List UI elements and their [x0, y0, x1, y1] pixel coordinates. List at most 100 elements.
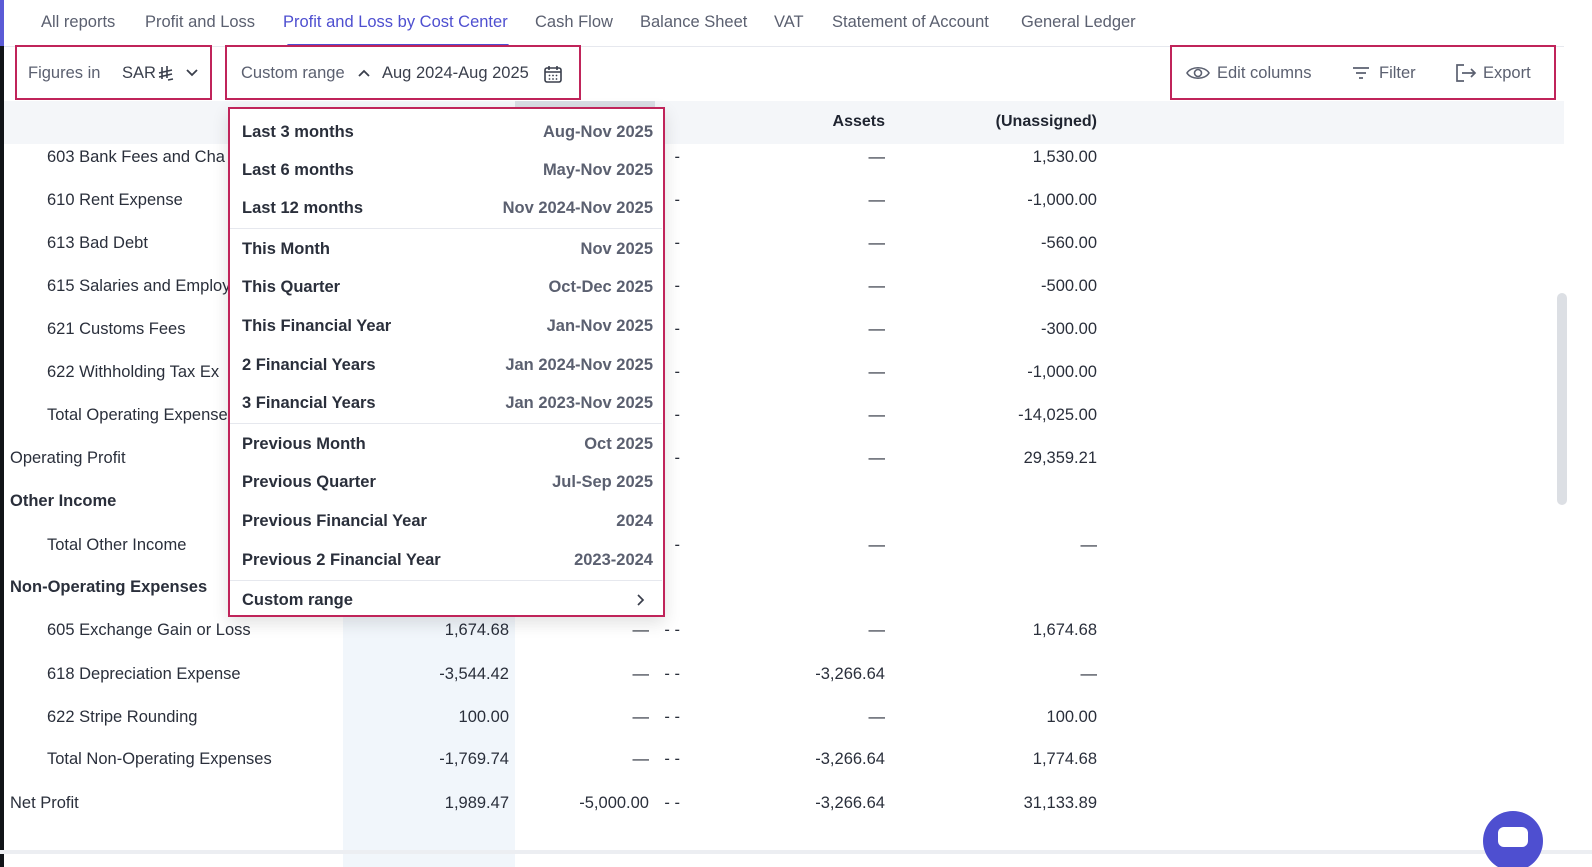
tab-cash-flow[interactable]: Cash Flow	[535, 13, 613, 31]
table-cell: 1,674.68	[1032, 621, 1097, 639]
range-option-dates: 2023-2024	[574, 551, 653, 569]
table-cell: 1,774.68	[1032, 750, 1097, 768]
table-cell: -	[674, 320, 681, 338]
tab-vat[interactable]: VAT	[774, 13, 804, 31]
scrollbar-thumb[interactable]	[1557, 293, 1567, 505]
chat-support-button[interactable]	[1483, 811, 1543, 867]
tab-all-reports[interactable]: All reports	[41, 13, 116, 31]
table-cell: -	[674, 234, 681, 252]
left-nav-strip	[0, 0, 4, 867]
range-option-3-financial-years[interactable]: 3 Financial Years Jan 2023-Nov 2025	[230, 383, 662, 421]
range-type-label: Custom range	[241, 64, 345, 82]
chat-bubble-icon	[1498, 827, 1528, 847]
range-option-dates: Aug-Nov 2025	[542, 123, 653, 141]
table-cell: -14,025.00	[1018, 406, 1097, 424]
report-tabs: All reports Profit and Loss Profit and L…	[4, 0, 1564, 47]
scrollbar-track[interactable]	[1564, 0, 1592, 867]
table-cell: -	[674, 191, 681, 209]
range-option-last-12-months[interactable]: Last 12 months Nov 2024-Nov 2025	[230, 188, 662, 226]
filter-label: Filter	[1379, 64, 1416, 82]
column-header-assets[interactable]: Assets	[832, 113, 885, 130]
table-cell: 31,133.89	[1023, 794, 1097, 812]
table-row-label: 603 Bank Fees and Cha	[47, 148, 225, 166]
column-header-unassigned[interactable]: (Unassigned)	[995, 113, 1097, 130]
table-row-label: 618 Depreciation Expense	[47, 665, 241, 683]
range-option-this-quarter[interactable]: This Quarter Oct-Dec 2025	[230, 267, 662, 305]
filter-icon	[1353, 67, 1369, 79]
table-row-label: Total Operating Expense	[47, 406, 228, 424]
tab-balance-sheet[interactable]: Balance Sheet	[640, 13, 748, 31]
menu-divider	[230, 228, 662, 229]
range-option-label: This Month	[242, 240, 330, 258]
section-heading: Other Income	[10, 492, 117, 510]
table-cell: - -	[664, 794, 680, 812]
table-cell: 1,530.00	[1032, 148, 1097, 166]
chevron-right-icon	[637, 594, 645, 606]
range-option-dates: Jan 2023-Nov 2025	[505, 394, 653, 412]
table-cell: -	[674, 406, 681, 424]
export-button[interactable]: Export	[1455, 47, 1545, 97]
table-row-label: Total Non-Operating Expenses	[47, 750, 272, 768]
date-range-selector[interactable]: Custom range Aug 2024-Aug 2025	[225, 45, 581, 100]
table-cell: —	[868, 148, 886, 166]
table-row-label: 615 Salaries and Employ	[47, 277, 231, 295]
table-cell: 100.00	[458, 708, 509, 726]
range-option-last-3-months[interactable]: Last 3 months Aug-Nov 2025	[230, 112, 662, 150]
table-cell: -1,000.00	[1027, 363, 1097, 381]
range-option-last-6-months[interactable]: Last 6 months May-Nov 2025	[230, 150, 662, 188]
table-cell: —	[868, 277, 886, 295]
range-option-label: Custom range	[242, 591, 353, 609]
table-cell: 29,359.21	[1023, 449, 1097, 467]
table-cell: - -	[664, 750, 680, 768]
table-cell: - -	[664, 708, 680, 726]
range-option-label: This Financial Year	[242, 317, 392, 335]
range-option-this-month[interactable]: This Month Nov 2025	[230, 229, 662, 267]
table-cell: -3,544.42	[439, 665, 509, 683]
table-cell: 100.00	[1046, 708, 1097, 726]
table-cell: -1,769.74	[439, 750, 509, 768]
table-cell: -	[674, 536, 681, 554]
filter-button[interactable]: Filter	[1352, 47, 1422, 97]
range-option-label: Previous Quarter	[242, 473, 376, 491]
table-cell: —	[868, 536, 886, 554]
table-cell: - -	[664, 621, 680, 639]
tab-profit-and-loss-by-cost-center[interactable]: Profit and Loss by Cost Center	[283, 13, 508, 31]
table-cell: 1,989.47	[444, 794, 509, 812]
edit-columns-label: Edit columns	[1217, 64, 1312, 82]
table-row-label: 610 Rent Expense	[47, 191, 183, 209]
tab-statement-of-account[interactable]: Statement of Account	[832, 13, 989, 31]
range-option-label: Last 12 months	[242, 199, 364, 217]
table-cell: - -	[664, 665, 680, 683]
range-option-dates: Oct 2025	[584, 435, 653, 453]
currency-selector[interactable]: Figures in SAR	[15, 45, 212, 100]
table-cell: —	[868, 449, 886, 467]
table-cell: —	[1080, 536, 1098, 554]
page-bottom-border	[0, 850, 1592, 854]
range-option-previous-quarter[interactable]: Previous Quarter Jul-Sep 2025	[230, 462, 662, 500]
range-option-dates: Jul-Sep 2025	[552, 473, 653, 491]
edit-columns-button[interactable]: Edit columns	[1186, 47, 1316, 97]
range-option-this-financial-year[interactable]: This Financial Year Jan-Nov 2025	[230, 306, 662, 344]
calendar-icon[interactable]	[543, 64, 563, 84]
range-option-previous-month[interactable]: Previous Month Oct 2025	[230, 424, 662, 462]
table-cell: -560.00	[1041, 234, 1097, 252]
table-cell: —	[868, 320, 886, 338]
table-cell: —	[632, 621, 650, 639]
section-heading: Non-Operating Expenses	[10, 578, 208, 596]
tab-general-ledger[interactable]: General Ledger	[1021, 13, 1136, 31]
range-option-dates: Nov 2025	[580, 240, 653, 258]
range-option-custom-range[interactable]: Custom range	[230, 580, 662, 618]
range-option-dates: Jan 2024-Nov 2025	[505, 356, 653, 374]
table-cell: -	[674, 363, 681, 381]
table-cell: -	[674, 449, 681, 467]
tab-profit-and-loss[interactable]: Profit and Loss	[145, 13, 256, 31]
table-row-label: Operating Profit	[10, 449, 126, 467]
range-option-label: Last 3 months	[242, 123, 354, 141]
table-row-label: 605 Exchange Gain or Loss	[47, 621, 251, 639]
range-option-dates: 2024	[616, 512, 653, 530]
range-option-label: Last 6 months	[242, 161, 354, 179]
range-option-previous-2-financial-year[interactable]: Previous 2 Financial Year 2023-2024	[230, 540, 662, 578]
figures-in-label: Figures in	[28, 64, 101, 82]
range-option-previous-financial-year[interactable]: Previous Financial Year 2024	[230, 501, 662, 539]
range-option-2-financial-years[interactable]: 2 Financial Years Jan 2024-Nov 2025	[230, 345, 662, 383]
